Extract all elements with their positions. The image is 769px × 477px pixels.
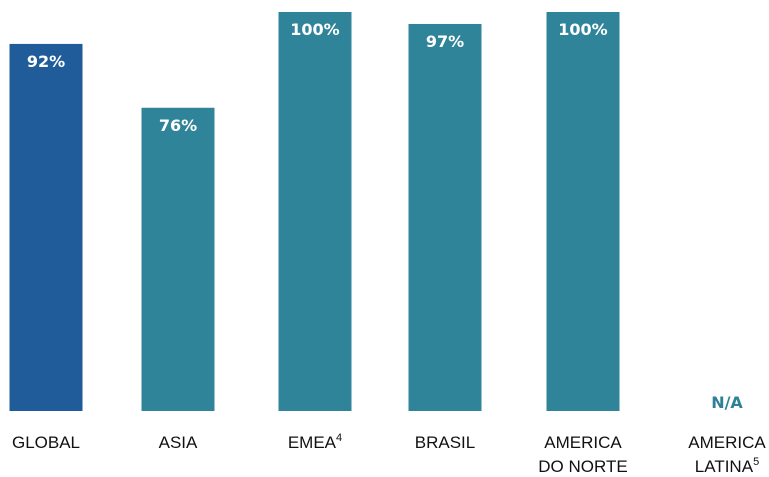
footnote-superscript: 5	[753, 456, 759, 468]
value-label-brasil: 97%	[426, 32, 464, 51]
footnote-superscript: 4	[336, 432, 342, 444]
category-label-emea: EMEA4	[288, 432, 342, 452]
category-label-america-latina-line-2: LATINA5	[695, 456, 759, 476]
category-label-america-latina-line-1: AMERICA	[688, 433, 766, 452]
bar-emea	[278, 12, 352, 411]
bar-asia	[141, 107, 215, 411]
category-label-asia: ASIA	[159, 433, 198, 452]
bar-global	[9, 43, 83, 412]
value-label-america-do-norte: 100%	[558, 20, 607, 39]
value-label-global: 92%	[27, 52, 65, 71]
bar-america-do-norte	[546, 12, 620, 411]
category-label-america-do-norte-line-1: AMERICA	[544, 433, 622, 452]
bar-brasil	[408, 23, 482, 411]
category-label-global: GLOBAL	[12, 433, 80, 452]
value-label-emea: 100%	[290, 20, 339, 39]
category-label-brasil: BRASIL	[415, 433, 475, 452]
category-label-america-do-norte-line-2: DO NORTE	[538, 457, 627, 476]
value-label-america-latina: N/A	[711, 393, 743, 412]
value-label-asia: 76%	[159, 116, 197, 135]
